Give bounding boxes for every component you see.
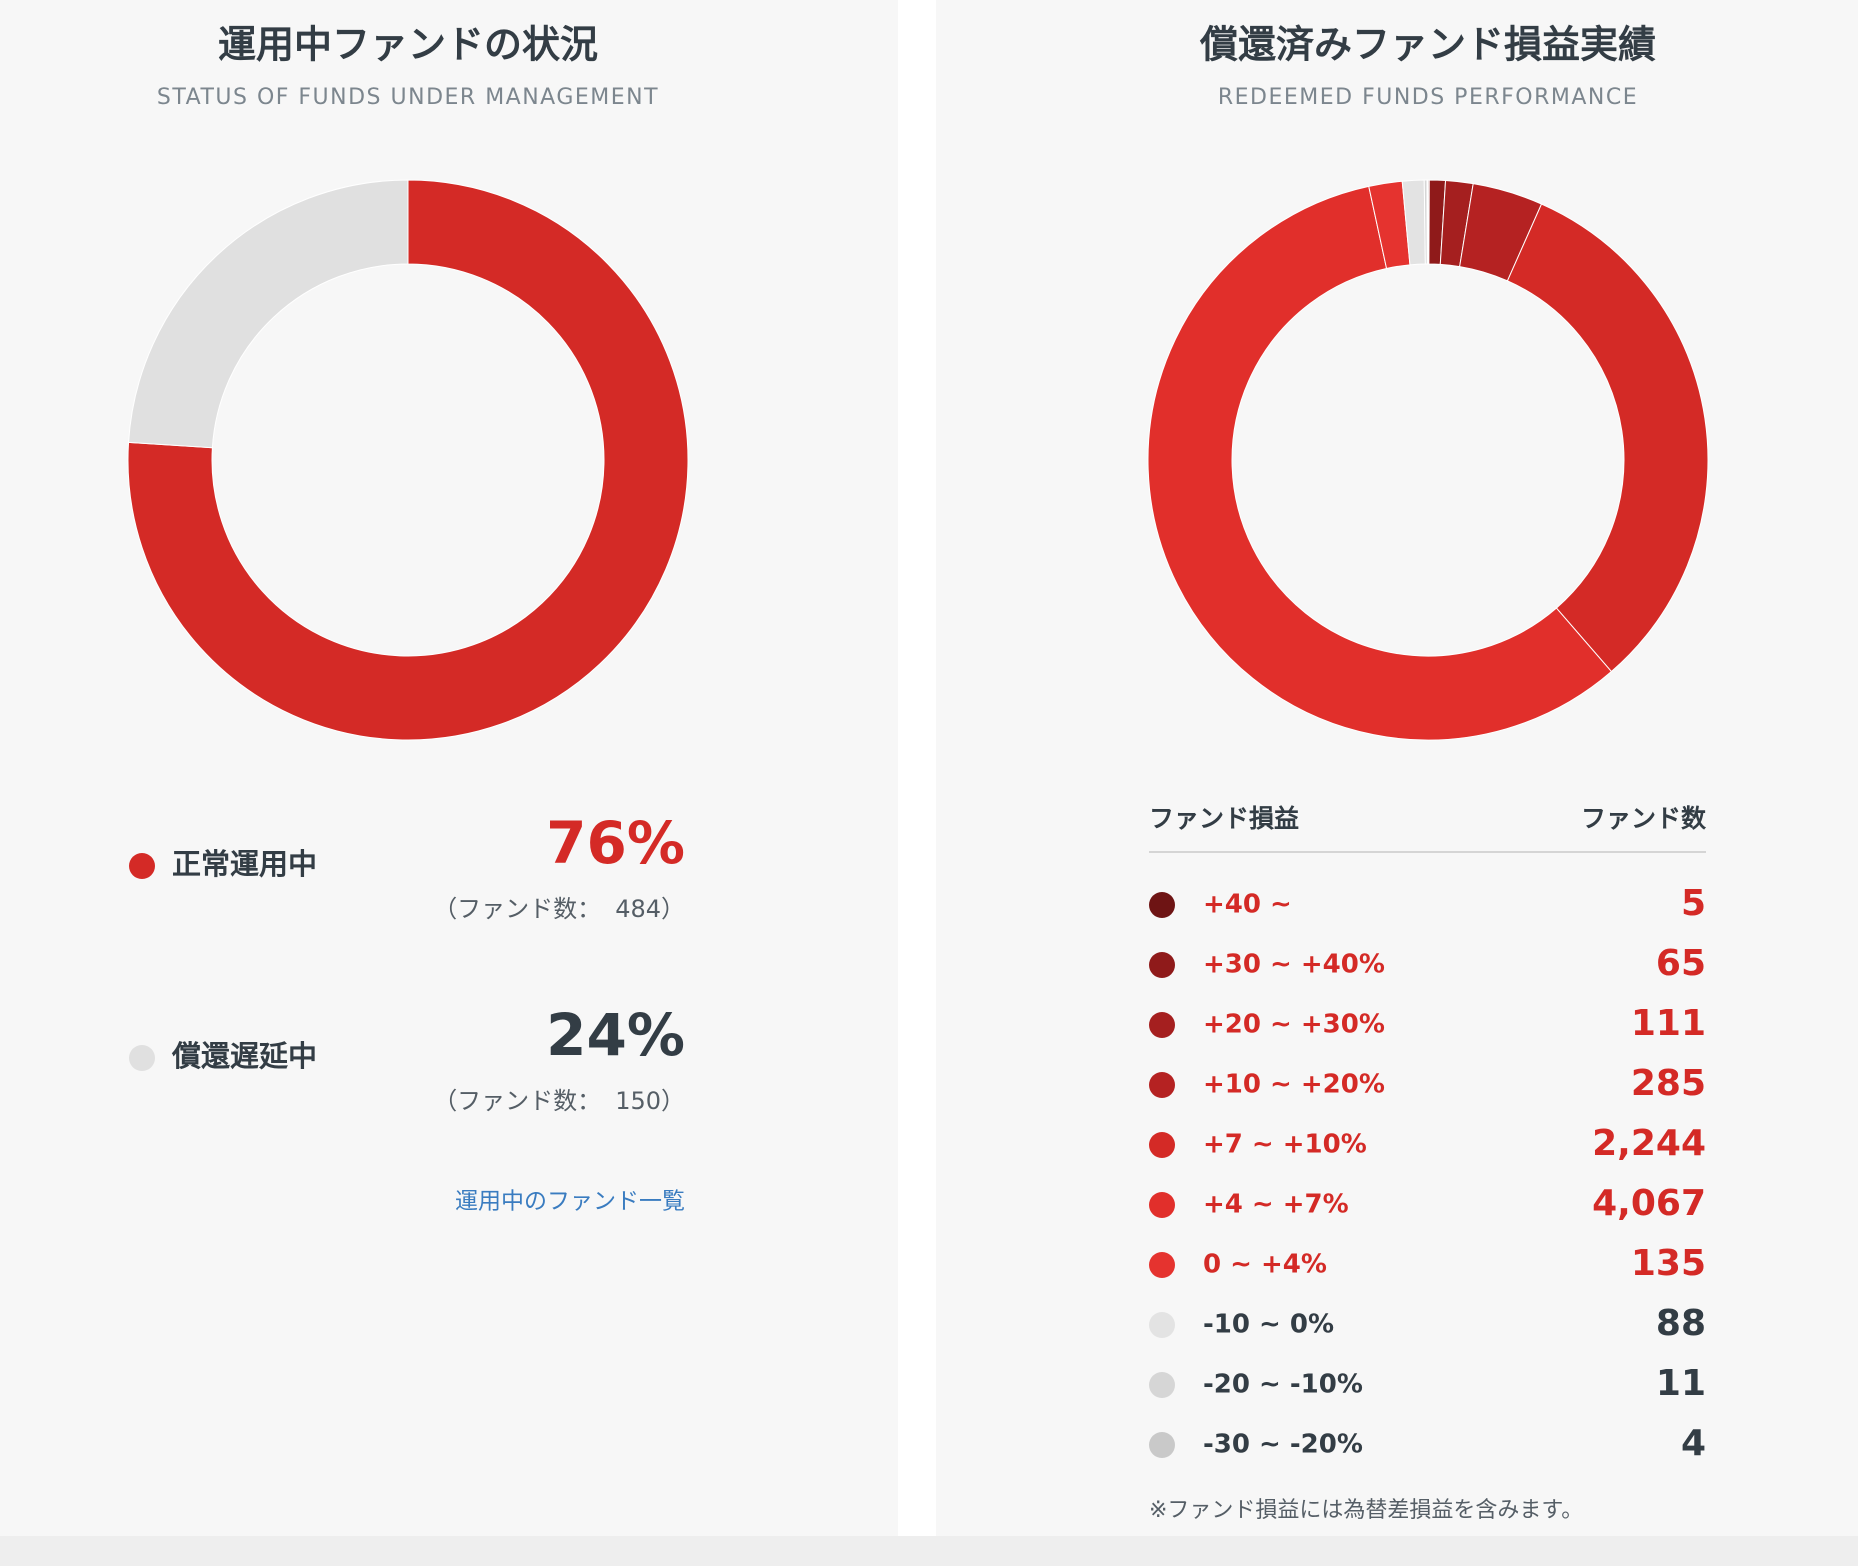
range-label: +30 ~ +40% (1203, 950, 1385, 980)
fund-count: 5 (1681, 883, 1706, 924)
legend-label: 正常運用中 (172, 847, 317, 881)
legend-dot (129, 853, 155, 879)
count-value: 484 (615, 895, 661, 923)
fund-count: 4,067 (1592, 1183, 1706, 1224)
legend-dot (1149, 892, 1175, 918)
legend-dot (129, 1045, 155, 1071)
fund-count: 4 (1681, 1423, 1706, 1464)
legend-label: 償還遅延中 (171, 1039, 317, 1073)
fund-count: 2,244 (1592, 1123, 1706, 1164)
legend-dot (1149, 1252, 1175, 1278)
range-label: -30 ~ -20% (1203, 1430, 1363, 1460)
donut-segment (1426, 179, 1429, 265)
fund-count: （ファンド数： 150） (433, 1087, 685, 1115)
legend-dot (1149, 1072, 1175, 1098)
donut-segment (1506, 203, 1709, 673)
legend-dot (1149, 1192, 1175, 1218)
column-header: ファンド損益 (1149, 804, 1299, 833)
panel-subtitle: STATUS OF FUNDS UNDER MANAGEMENT (157, 85, 659, 110)
range-label: -20 ~ -10% (1203, 1370, 1363, 1400)
range-label: -10 ~ 0% (1203, 1310, 1334, 1340)
fund-count: 11 (1656, 1363, 1706, 1404)
fund-list-link[interactable]: 運用中のファンド一覧 (455, 1189, 685, 1215)
count-suffix: ） (661, 1087, 685, 1115)
legend-dot (1149, 1372, 1175, 1398)
range-label: +10 ~ +20% (1203, 1070, 1385, 1100)
range-label: +7 ~ +10% (1203, 1130, 1367, 1160)
donut-segment (127, 179, 689, 741)
legend-dot (1149, 1132, 1175, 1158)
fund-count: （ファンド数： 484） (433, 895, 685, 923)
fund-count: 111 (1631, 1003, 1706, 1044)
column-header: ファンド数 (1581, 804, 1707, 833)
range-label: 0 ~ +4% (1203, 1250, 1327, 1280)
donut-segment (128, 179, 409, 449)
count-value: 150 (615, 1087, 661, 1115)
legend-dot (1149, 1012, 1175, 1038)
fund-count: 88 (1656, 1303, 1706, 1344)
fund-count: 65 (1656, 943, 1706, 984)
panel-subtitle: REDEEMED FUNDS PERFORMANCE (1218, 85, 1638, 110)
panel-title: 償還済みファンド損益実績 (1199, 23, 1656, 67)
footer-strip (0, 1536, 1858, 1566)
count-prefix: （ファンド数： (433, 1087, 601, 1115)
range-label: +4 ~ +7% (1203, 1190, 1349, 1220)
fund-count: 135 (1631, 1243, 1706, 1284)
count-suffix: ） (661, 895, 685, 923)
footnote: ※ファンド損益には為替差損益を含みます。 (1149, 1498, 1583, 1523)
percent-label: 76% (546, 809, 685, 877)
range-label: +20 ~ +30% (1203, 1010, 1385, 1040)
donut-segment (1147, 185, 1613, 741)
panel-title: 運用中ファンドの状況 (218, 23, 598, 67)
legend-dot (1149, 1432, 1175, 1458)
legend-dot (1149, 952, 1175, 978)
range-label: +40 ~ (1203, 890, 1292, 920)
fund-count: 285 (1631, 1063, 1706, 1104)
percent-label: 24% (546, 1001, 685, 1069)
count-prefix: （ファンド数： (433, 895, 601, 923)
legend-dot (1149, 1312, 1175, 1338)
